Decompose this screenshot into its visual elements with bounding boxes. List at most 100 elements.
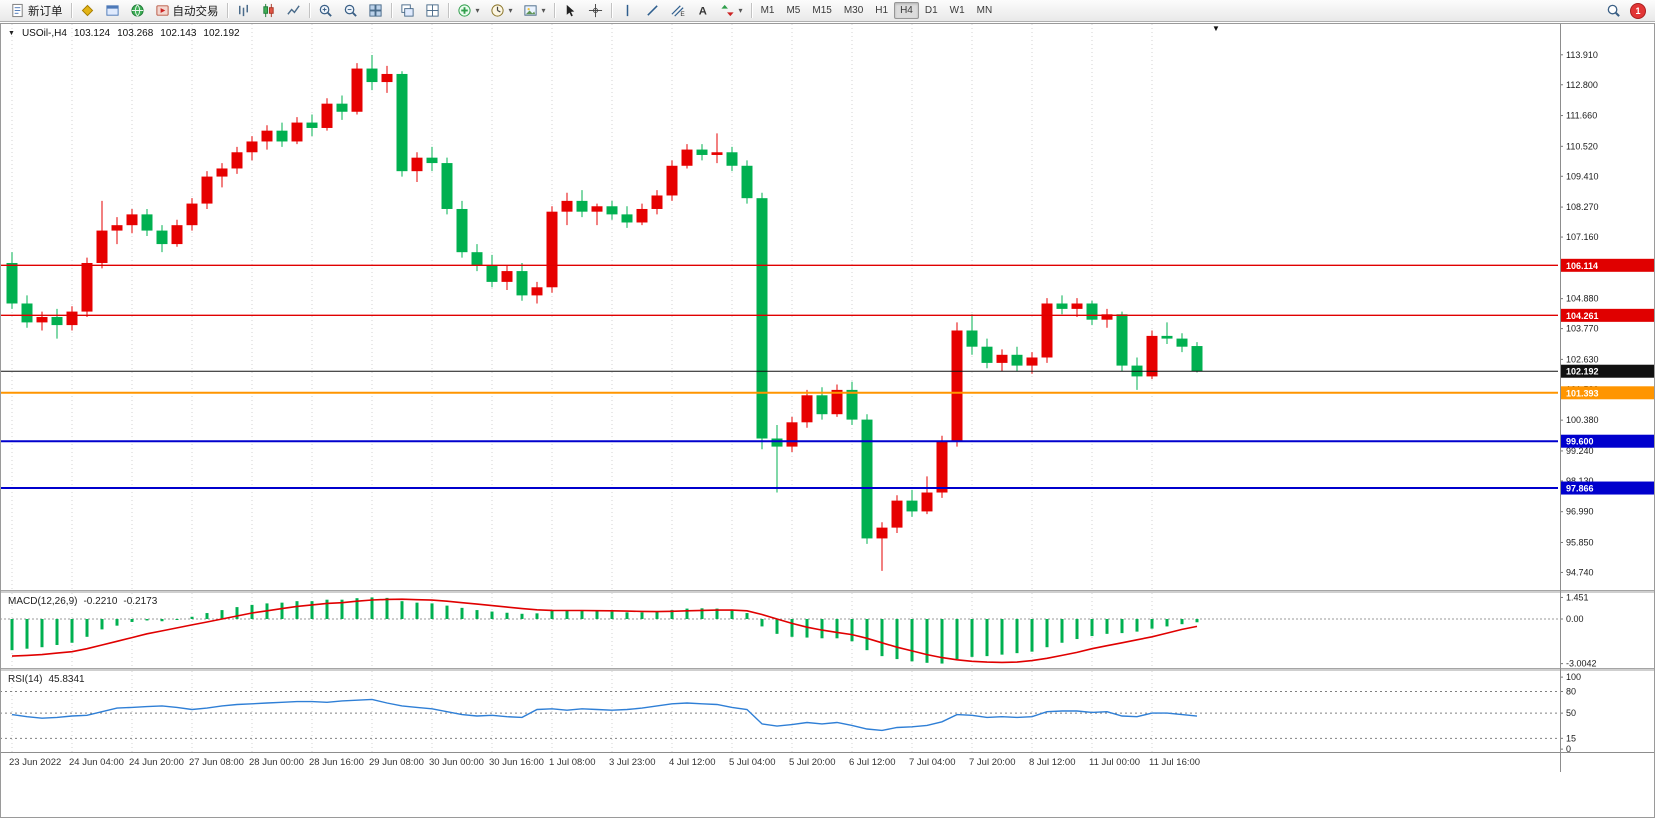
zoom-out-icon <box>343 3 358 18</box>
notification-badge[interactable]: 1 <box>1630 2 1646 19</box>
toolbar-separator <box>447 3 449 18</box>
rsi-line <box>11 698 1198 732</box>
timeframes-menu-button[interactable]: ▾ <box>485 0 518 21</box>
data-window-button[interactable] <box>100 0 125 21</box>
toolbar-separator <box>226 3 228 18</box>
navigator-button[interactable] <box>125 0 150 21</box>
indicators-button[interactable]: ▾ <box>452 0 485 21</box>
rsi-panel-label: RSI(14) 45.8341 <box>8 674 85 685</box>
toolbar-separator <box>610 3 612 18</box>
trendline-button[interactable] <box>640 0 665 21</box>
candle-body <box>996 354 1008 363</box>
candle-body <box>876 527 888 539</box>
channel-button[interactable] <box>665 0 690 21</box>
time-label: 30 Jun 16:00 <box>489 757 544 768</box>
candle-body <box>21 303 33 323</box>
candle-body <box>1041 303 1053 358</box>
rsi-indicator-panel[interactable]: 100 80 50 150 <box>0 671 1655 752</box>
candle-body <box>126 214 138 226</box>
price-tick-label: 96.990 <box>1566 507 1594 517</box>
timeframe-w1[interactable]: W1 <box>949 5 965 16</box>
zoom-in-button[interactable] <box>313 0 338 21</box>
vertical-line-button[interactable] <box>615 0 640 21</box>
price-tick-label: 103.770 <box>1566 324 1599 334</box>
candle-body <box>726 152 738 166</box>
timeframe-m15[interactable]: M15 <box>812 5 832 16</box>
new-order-label: 新订单 <box>28 5 63 18</box>
candle-body <box>636 208 648 223</box>
candle-body <box>966 330 978 347</box>
candle-body <box>501 271 513 282</box>
cursor-button[interactable] <box>558 0 583 21</box>
arrow-tool-button[interactable]: ▾ <box>715 0 748 21</box>
template-image-icon <box>523 3 538 18</box>
price-tick-label: 112.800 <box>1566 80 1598 90</box>
timeframe-h4[interactable]: H4 <box>894 2 919 19</box>
price-level-badge-label: 106.114 <box>1566 261 1598 271</box>
timeframe-h1[interactable]: H1 <box>875 5 889 16</box>
tile-grid-button[interactable] <box>363 0 388 21</box>
candle-body <box>1086 303 1098 320</box>
close-value: 102.192 <box>203 28 240 39</box>
time-label: 24 Jun 04:00 <box>69 757 124 768</box>
navigator-icon <box>130 3 145 18</box>
time-axis[interactable]: 23 Jun 2022 24 Jun 04:00 24 Jun 20:00 27 Ju… <box>1 752 1654 773</box>
time-label: 7 Jul 20:00 <box>969 757 1016 768</box>
candle-body <box>516 271 528 296</box>
tile-windows-button[interactable] <box>420 0 445 21</box>
price-level-badge <box>1560 258 1655 272</box>
price-level-badge <box>1560 386 1655 400</box>
candle-body <box>156 230 168 245</box>
main-price-chart[interactable]: 113.910 112.800 111.660 110.520 109.410 108.2… <box>0 24 1655 590</box>
price-level-badge <box>1560 481 1655 495</box>
panel-splitter[interactable] <box>1 668 1654 671</box>
text-tool-button[interactable] <box>690 0 715 21</box>
candle-body <box>981 346 993 363</box>
templates-button[interactable]: ▾ <box>518 0 551 21</box>
candle-body <box>921 492 933 512</box>
symbol-dropdown-icon[interactable]: ▼ <box>8 30 15 37</box>
macd-panel-label: MACD(12,26,9) -0.2210 -0.2173 <box>8 596 157 607</box>
ohlc-readout[interactable]: ▼ USOil-,H4 103.124 103.268 102.143 102.… <box>8 28 240 39</box>
price-tick-label: 108.270 <box>1566 202 1599 212</box>
candle-body <box>1026 357 1038 366</box>
candlestick-chart-button[interactable] <box>256 0 281 21</box>
macd-indicator-panel[interactable]: 1.451 0.00 -3.0042 <box>0 593 1655 668</box>
crosshair-button[interactable] <box>583 0 608 21</box>
time-label: 5 Jul 20:00 <box>789 757 836 768</box>
new-order-button[interactable]: 新订单 <box>5 0 68 21</box>
candle-body <box>141 214 153 231</box>
timeframe-m5[interactable]: M5 <box>786 5 801 16</box>
timeframe-m1[interactable]: M1 <box>760 5 775 16</box>
bar-chart-button[interactable] <box>231 0 256 21</box>
cascade-windows-button[interactable] <box>395 0 420 21</box>
price-tick-label: 111.660 <box>1566 111 1597 121</box>
timeframe-m30[interactable]: M30 <box>843 5 864 16</box>
toolbar-separator <box>308 3 310 18</box>
macd-signal-value: -0.2173 <box>123 596 158 607</box>
candle-body <box>276 130 288 142</box>
market-watch-button[interactable] <box>75 0 100 21</box>
macd-axis-label: 1.451 <box>1566 593 1589 602</box>
auto-trading-button[interactable]: 自动交易 <box>150 0 224 21</box>
timeframe-clock-icon <box>490 3 505 18</box>
candle-body <box>1116 314 1128 366</box>
candle-body <box>891 500 903 528</box>
indicators-icon <box>457 3 472 18</box>
line-chart-button[interactable] <box>281 0 306 21</box>
candle-body <box>711 152 723 155</box>
toolbar-separator <box>390 3 392 18</box>
price-level-badge-label: 101.393 <box>1566 388 1599 398</box>
price-tick-label: 99.240 <box>1566 446 1594 456</box>
chart-shift-marker-icon[interactable]: ▼ <box>1212 24 1220 33</box>
search-button[interactable] <box>1601 0 1626 21</box>
price-tick-label: 98.130 <box>1566 476 1594 486</box>
timeframe-mn[interactable]: MN <box>976 5 993 16</box>
zoom-out-button[interactable] <box>338 0 363 21</box>
panel-splitter[interactable] <box>1 590 1654 593</box>
candle-body <box>846 389 858 420</box>
price-level-badge-label: 99.600 <box>1566 437 1594 447</box>
timeframe-d1[interactable]: D1 <box>924 5 938 16</box>
price-tick-label: 113.910 <box>1566 50 1598 60</box>
time-label: 11 Jul 16:00 <box>1149 757 1201 768</box>
